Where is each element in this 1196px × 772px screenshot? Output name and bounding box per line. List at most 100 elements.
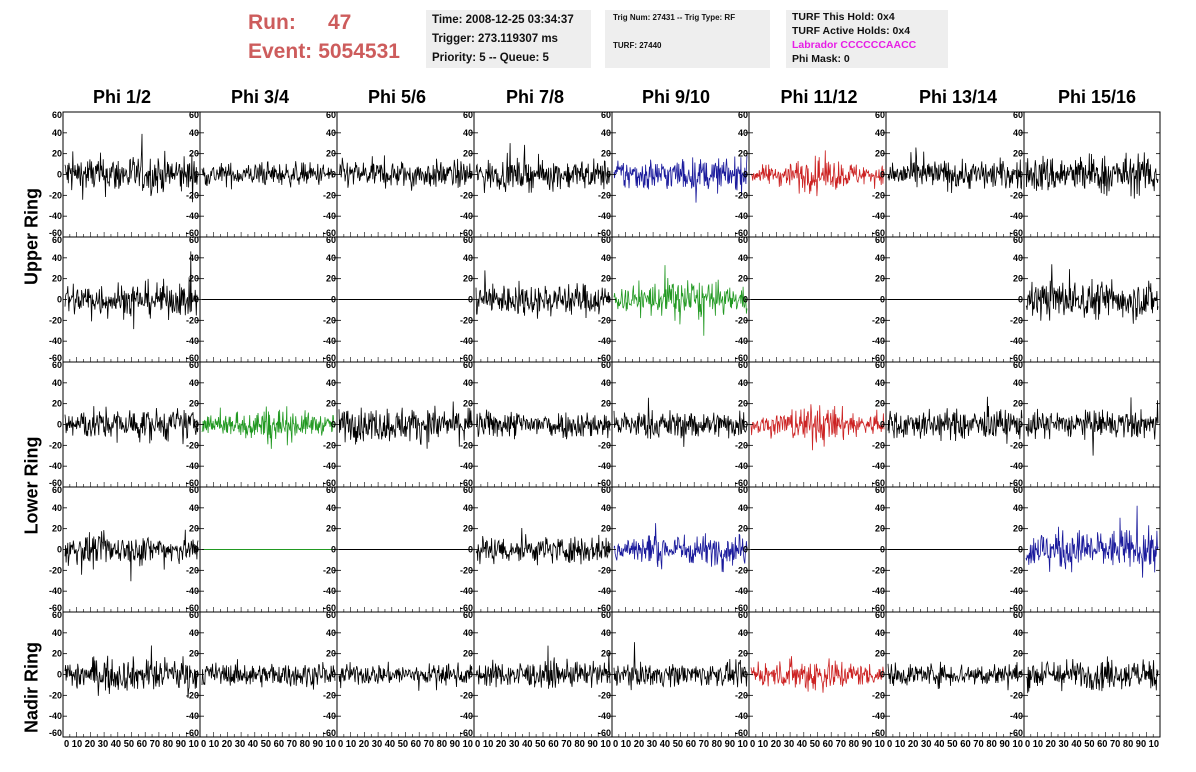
y-tick-label: 0 [331,545,336,555]
y-tick-label: -60 [186,353,199,363]
y-tick-label: -60 [735,353,748,363]
y-tick-label: -60 [872,603,885,613]
waveform-line [613,642,748,691]
y-tick-label: 20 [326,274,336,284]
y-tick-label: -40 [460,586,473,596]
y-tick-label: -60 [323,603,336,613]
y-tick-label: 0 [606,545,611,555]
y-tick-label: 20 [1013,399,1023,409]
waveform-line [750,150,885,197]
waveform-line [887,396,1023,444]
y-tick-label: -20 [1010,690,1023,700]
y-tick-label: 20 [738,399,748,409]
y-tick-label: 60 [601,360,611,370]
y-tick-label: 40 [189,253,199,263]
event-value: 5054531 [318,40,400,63]
y-tick-label: -60 [598,353,611,363]
y-tick-label: 40 [463,503,473,513]
column-header-phi-9-10: Phi 9/10 [641,87,711,107]
y-tick-label: 0 [194,420,199,430]
y-tick-label: 20 [463,524,473,534]
y-tick-label: 40 [326,253,336,263]
y-tick-label: -20 [460,190,473,200]
y-tick-label: 20 [875,149,885,159]
y-tick-label: -20 [460,315,473,325]
y-tick-label: 40 [601,128,611,138]
y-tick-label: -60 [323,728,336,738]
y-tick-label: 20 [189,524,199,534]
column-header-phi-1-2: Phi 1/2 [92,87,152,107]
y-tick-label: 20 [601,649,611,659]
trigger-text: Trigger: 273.119307 ms [432,33,558,45]
y-tick-label: 0 [606,170,611,180]
waveform-line [338,155,473,191]
y-tick-label: 20 [875,524,885,534]
y-tick-label: 20 [326,524,336,534]
y-tick-label: 0 [468,670,473,680]
y-tick-label: 20 [52,149,62,159]
trig-num-text: Trig Num: 27431 -- Trig Type: RF [613,13,736,22]
y-tick-label: 60 [463,485,473,495]
y-tick-label: 40 [1013,128,1023,138]
y-tick-label: -60 [323,478,336,488]
y-tick-label: -20 [735,440,748,450]
y-tick-label: -60 [186,228,199,238]
y-tick-label: 0 [1018,670,1023,680]
y-tick-label: 0 [743,420,748,430]
y-tick-label: 40 [463,628,473,638]
y-tick-label: 20 [326,149,336,159]
y-tick-label: 60 [601,235,611,245]
y-tick-label: 40 [326,503,336,513]
y-tick-label: -40 [460,211,473,221]
y-tick-label: 0 [606,295,611,305]
y-tick-label: 0 [606,420,611,430]
y-tick-label: 20 [463,274,473,284]
y-tick-label: 20 [738,524,748,534]
y-tick-label: 0 [57,545,62,555]
y-tick-label: -40 [735,711,748,721]
waveform-line [64,133,199,203]
y-tick-label: 0 [57,420,62,430]
y-tick-label: 40 [601,378,611,388]
y-tick-label: -40 [735,211,748,221]
y-tick-label: -60 [186,728,199,738]
y-tick-label: -40 [598,586,611,596]
y-tick-label: 0 [1018,420,1023,430]
waveform-line [475,143,611,194]
y-tick-label: 60 [463,110,473,120]
y-tick-label: -60 [49,353,62,363]
column-header-phi-13-14: Phi 13/14 [918,87,998,107]
y-tick-label: -40 [598,461,611,471]
y-tick-label: 40 [601,503,611,513]
column-header-phi-11-12: Phi 11/12 [780,87,858,107]
y-tick-label: 40 [875,503,885,513]
y-tick-label: 40 [1013,378,1023,388]
y-tick-label: 60 [875,110,885,120]
column-header-phi-3-4: Phi 3/4 [230,87,290,107]
waveform-line [613,397,748,447]
y-tick-label: 60 [326,485,336,495]
y-tick-label: 20 [601,274,611,284]
y-tick-label: 0 [331,170,336,180]
y-tick-label: 40 [875,378,885,388]
y-tick-label: -40 [598,336,611,346]
y-tick-label: 40 [189,503,199,513]
y-tick-label: 20 [1013,274,1023,284]
x-tick-labels: 0 10 20 30 40 50 60 70 80 90 10 [750,738,885,750]
y-tick-label: 0 [194,670,199,680]
y-tick-label: -60 [598,603,611,613]
y-tick-label: 0 [1018,170,1023,180]
x-tick-labels: 0 10 20 30 40 50 60 70 80 90 10 [613,738,748,750]
y-tick-label: -20 [323,565,336,575]
y-tick-label: 20 [189,274,199,284]
y-tick-label: 0 [1018,295,1023,305]
y-tick-label: -40 [872,336,885,346]
y-tick-label: 20 [463,649,473,659]
y-tick-label: 40 [52,628,62,638]
y-tick-label: 20 [738,274,748,284]
y-tick-label: 60 [326,610,336,620]
time-text: Time: 2008-12-25 03:34:37 [432,14,574,26]
y-tick-label: 0 [194,170,199,180]
y-tick-label: -40 [186,711,199,721]
labrador-text: Labrador CCCCCCAACC [792,39,917,51]
